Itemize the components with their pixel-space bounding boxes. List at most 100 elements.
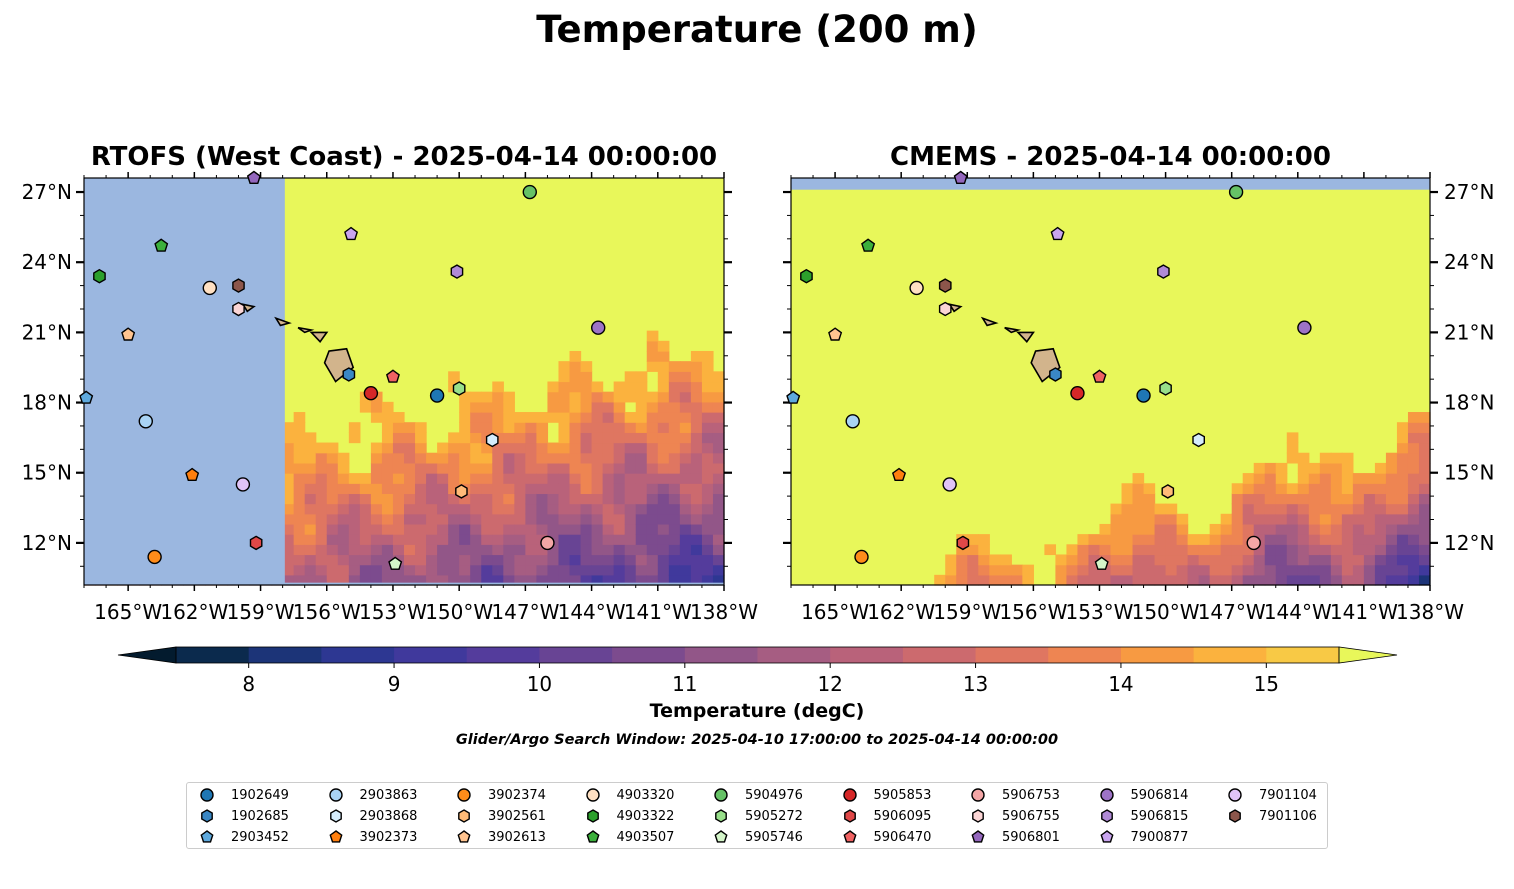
colorbar-bin xyxy=(1266,647,1340,663)
legend-marker-hexagon xyxy=(201,809,213,823)
legend-marker xyxy=(1099,830,1114,843)
float-marker-5905746 xyxy=(1094,556,1109,570)
lat-tick-label: 21°N xyxy=(1444,320,1494,344)
lon-tick-label: 141°W xyxy=(624,600,692,624)
hawaii-island xyxy=(309,331,329,343)
float-marker-3902374 xyxy=(854,549,869,565)
legend-label: 7900877 xyxy=(1130,829,1189,845)
colorbar-bin xyxy=(394,647,468,663)
legend-marker-hexagon xyxy=(586,809,599,823)
legend-label: 5906095 xyxy=(873,808,932,824)
lon-tick-label: 162°W xyxy=(867,600,935,624)
colorbar-bin xyxy=(466,647,540,663)
float-marker-4903320 xyxy=(909,280,924,296)
legend-label: 5906470 xyxy=(873,829,932,845)
legend-marker xyxy=(842,788,857,802)
legend-marker xyxy=(585,830,600,843)
float-marker-5905746 xyxy=(388,556,403,570)
legend-label: 5905853 xyxy=(873,787,932,803)
hawaii-island xyxy=(274,316,292,327)
float-marker-7901104 xyxy=(942,477,957,492)
colorbar-bin xyxy=(176,647,250,663)
lon-tick-label: 165°W xyxy=(94,600,162,624)
legend-label: 1902649 xyxy=(231,787,289,803)
legend-marker xyxy=(585,788,600,802)
figure-title: Temperature (200 m) xyxy=(536,8,978,51)
hawaii-island xyxy=(241,303,256,313)
legend-label: 3902613 xyxy=(488,829,546,845)
lon-tick-label: 138°W xyxy=(1396,600,1464,624)
legend-label: 3902374 xyxy=(488,787,546,803)
legend-label: 5906753 xyxy=(1002,787,1060,803)
hawaii-island xyxy=(1004,326,1022,334)
hawaii-island xyxy=(297,326,315,334)
legend-item-2903452: 2903452 xyxy=(199,829,289,845)
colorbar-bin xyxy=(539,647,613,663)
float-marker-5906470 xyxy=(1092,369,1107,383)
legend-marker-circle xyxy=(328,788,343,802)
legend-label: 3902561 xyxy=(488,808,546,824)
legend-item-5905746: 5905746 xyxy=(713,829,803,845)
legend-item-7901106: 7901106 xyxy=(1227,808,1317,824)
lon-tick-label: 141°W xyxy=(1330,600,1398,624)
float-marker-5906470 xyxy=(385,369,400,383)
legend-marker xyxy=(457,788,471,802)
map-frame xyxy=(790,177,1431,586)
lat-tick-label: 12°N xyxy=(22,531,72,555)
legend-item-3902613: 3902613 xyxy=(456,829,546,845)
float-marker-3902561 xyxy=(455,484,468,499)
float-marker-5906801 xyxy=(246,170,261,185)
legend-item-4903507: 4903507 xyxy=(585,829,674,845)
colorbar-bin xyxy=(757,647,831,663)
legend-label: 5906801 xyxy=(1002,829,1060,845)
legend-label: 5906814 xyxy=(1130,787,1189,803)
float-marker-7901106 xyxy=(938,278,952,293)
colorbar: 8 9 10 11 12 13 14 15 xyxy=(117,646,1398,696)
colorbar-frame xyxy=(175,646,1340,664)
legend-marker-circle xyxy=(842,788,857,802)
legend-marker-pentagon xyxy=(328,830,343,843)
map-panel-cmems: 165°W162°W159°W156°W153°W150°W147°W144°W… xyxy=(783,170,1494,624)
legend-marker xyxy=(714,830,728,843)
colorbar-tick-label: 15 xyxy=(1254,672,1279,696)
legend-marker xyxy=(200,830,214,843)
float-marker-5905272 xyxy=(1159,381,1172,396)
legend-marker xyxy=(1099,788,1114,802)
legend-marker-pentagon xyxy=(200,830,214,843)
lon-tick-label: 150°W xyxy=(425,600,493,624)
legend-label: 7901104 xyxy=(1259,787,1317,803)
float-marker-2903452 xyxy=(79,390,94,404)
float-marker-7900877 xyxy=(344,226,359,241)
float-marker-5906753 xyxy=(1246,535,1261,551)
float-marker-1902649 xyxy=(1136,388,1151,403)
colorbar-tick-label: 10 xyxy=(527,672,552,696)
legend-item-3902374: 3902374 xyxy=(456,787,546,803)
legend-marker-hexagon xyxy=(1100,809,1113,823)
colorbar-bin xyxy=(612,647,686,663)
float-marker-3902374 xyxy=(147,549,162,565)
legend-marker xyxy=(972,809,984,823)
float-marker-2903863 xyxy=(845,414,860,429)
float-marker-5905853 xyxy=(363,385,379,401)
legend-marker-circle xyxy=(585,788,600,802)
model-domain-mask xyxy=(84,178,285,585)
legend-item-4903322: 4903322 xyxy=(585,808,675,824)
legend-marker xyxy=(329,809,342,823)
legend-label: 4903322 xyxy=(616,808,675,824)
lon-tick-label: 165°W xyxy=(801,600,869,624)
lon-tick-label: 147°W xyxy=(1198,600,1266,624)
legend-marker-hexagon xyxy=(843,809,856,823)
lat-tick-label: 15°N xyxy=(1444,461,1494,485)
legend-marker-circle xyxy=(457,788,471,802)
lon-tick-label: 147°W xyxy=(491,600,559,624)
legend-item-5905853: 5905853 xyxy=(842,787,932,803)
legend-item-5905272: 5905272 xyxy=(713,808,803,824)
colorbar-extend-low xyxy=(117,646,177,664)
legend-item-1902649: 1902649 xyxy=(199,787,289,803)
lon-tick-label: 159°W xyxy=(227,600,295,624)
float-marker-2903452 xyxy=(786,390,801,404)
float-marker-3902373 xyxy=(891,467,907,481)
legend-marker xyxy=(971,830,985,843)
legend-item-7900877: 7900877 xyxy=(1099,829,1189,845)
